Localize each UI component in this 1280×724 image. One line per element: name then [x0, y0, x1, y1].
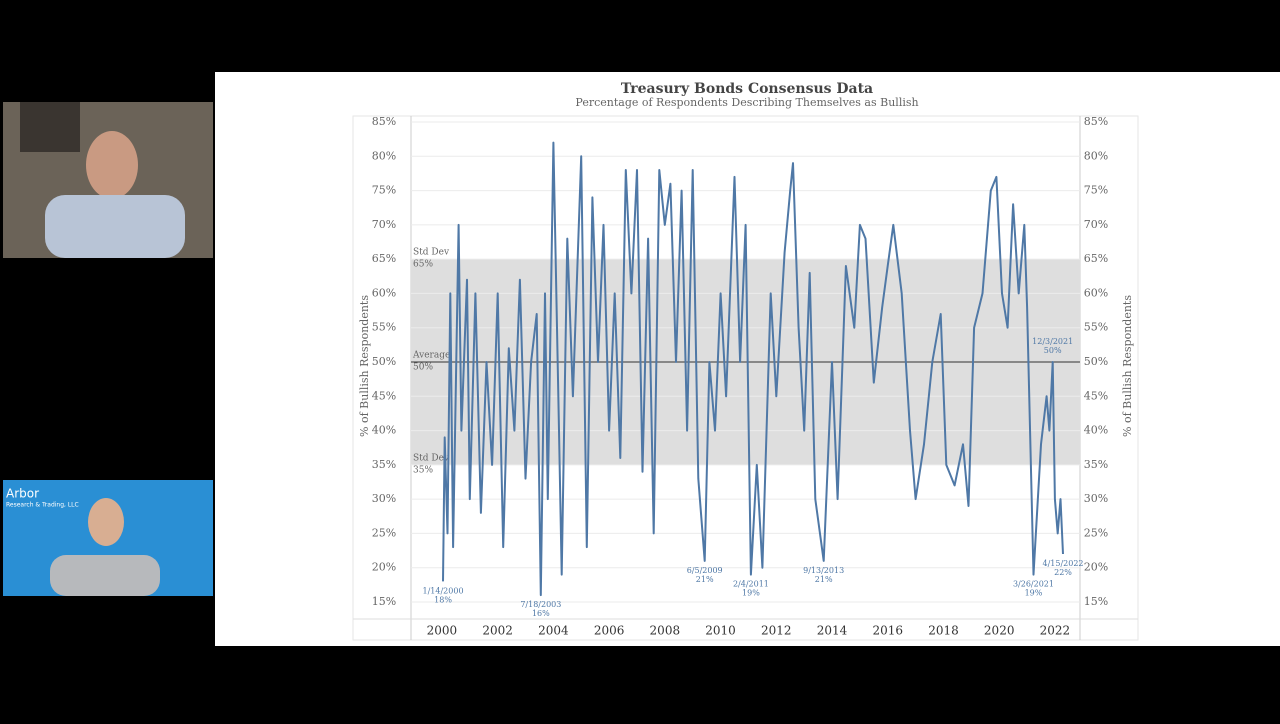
logo: Arbor — [6, 487, 39, 501]
wall-frame — [20, 102, 80, 152]
chart-title: Treasury Bonds Consensus Data — [621, 81, 873, 97]
band-value: 50% — [413, 363, 433, 373]
chart-subtitle: Percentage of Respondents Describing The… — [575, 96, 918, 109]
person-head — [86, 131, 138, 199]
x-tick-label: 2012 — [761, 624, 792, 638]
y-tick-label: 40% — [372, 424, 396, 437]
annotation-date: 9/13/2013 — [803, 566, 844, 575]
y2-tick-label: 40% — [1084, 424, 1108, 437]
annotation-date: 6/5/2009 — [687, 566, 723, 575]
x-tick-label: 2000 — [427, 624, 458, 638]
y2-tick-label: 80% — [1084, 149, 1108, 162]
annotation-date: 3/26/2021 — [1013, 580, 1054, 589]
logo-sub: Research & Trading, LLC — [6, 502, 79, 509]
y-tick-label: 80% — [372, 149, 396, 162]
band-label: Average — [412, 351, 450, 361]
y-tick-label: 30% — [372, 492, 396, 505]
y-tick-label: 25% — [372, 526, 396, 539]
x-tick-label: 2016 — [872, 624, 903, 638]
annotation-value: 19% — [1025, 589, 1043, 598]
x-tick-label: 2004 — [538, 624, 569, 638]
y2-tick-label: 55% — [1084, 321, 1108, 334]
person-body — [45, 195, 185, 258]
y-tick-label: 50% — [372, 355, 396, 368]
plot: 15% 15% 20% 20% 25% 25% 30% 30% 35% 35% 40% 40% 45% 4… — [353, 115, 1138, 640]
y-tick-label: 85% — [372, 115, 396, 128]
x-tick-label: 2018 — [928, 624, 959, 638]
y-tick-label: 35% — [372, 458, 396, 471]
y2-tick-label: 50% — [1084, 355, 1108, 368]
annotation-value: 50% — [1044, 346, 1062, 355]
x-tick-label: 2010 — [705, 624, 736, 638]
y-tick-label: 70% — [372, 218, 396, 231]
annotation-date: 4/15/2022 — [1042, 559, 1083, 568]
y-axis-label: % of Bullish Respondents — [358, 295, 371, 437]
y2-tick-label: 20% — [1084, 561, 1108, 574]
y2-tick-label: 15% — [1084, 595, 1108, 608]
y-tick-label: 75% — [372, 184, 396, 197]
y-tick-label: 15% — [372, 595, 396, 608]
annotation-value: 21% — [815, 575, 833, 584]
y-tick-label: 60% — [372, 286, 396, 299]
x-tick-label: 2008 — [650, 624, 681, 638]
x-tick-label: 2022 — [1040, 624, 1071, 638]
x-tick-label: 2002 — [482, 624, 513, 638]
y2-axis-label: % of Bullish Respondents — [1121, 295, 1134, 437]
y2-tick-label: 70% — [1084, 218, 1108, 231]
annotation-value: 16% — [532, 609, 550, 618]
annotation-value: 19% — [742, 589, 760, 598]
x-tick-label: 2006 — [594, 624, 625, 638]
y2-tick-label: 75% — [1084, 184, 1108, 197]
annotation-date: 2/4/2011 — [733, 580, 769, 589]
x-tick-label: 2020 — [984, 624, 1015, 638]
y2-tick-label: 60% — [1084, 286, 1108, 299]
band-value: 65% — [413, 260, 433, 270]
y-tick-label: 45% — [372, 389, 396, 402]
annotation-date: 7/18/2003 — [520, 600, 561, 609]
annotation-date: 1/14/2000 — [423, 586, 464, 595]
person-body — [50, 555, 160, 596]
y2-tick-label: 25% — [1084, 526, 1108, 539]
annotation-value: 21% — [696, 575, 714, 584]
y-tick-label: 55% — [372, 321, 396, 334]
data-line — [442, 141, 1064, 597]
band-value: 35% — [413, 465, 433, 475]
annotation-date: 12/3/2021 — [1032, 337, 1073, 346]
y-tick-label: 65% — [372, 252, 396, 265]
y2-tick-label: 35% — [1084, 458, 1108, 471]
y-tick-label: 20% — [372, 561, 396, 574]
y2-tick-label: 85% — [1084, 115, 1108, 128]
band-label: Std Dev — [413, 248, 450, 258]
annotation-value: 18% — [434, 595, 452, 604]
annotation-value: 22% — [1054, 568, 1072, 577]
chart-frame — [352, 115, 1139, 641]
person-head — [88, 498, 124, 546]
y2-tick-label: 65% — [1084, 252, 1108, 265]
y2-tick-label: 45% — [1084, 389, 1108, 402]
band-label: Std Dev — [413, 453, 450, 463]
x-tick-label: 2014 — [817, 624, 848, 638]
y2-tick-label: 30% — [1084, 492, 1108, 505]
